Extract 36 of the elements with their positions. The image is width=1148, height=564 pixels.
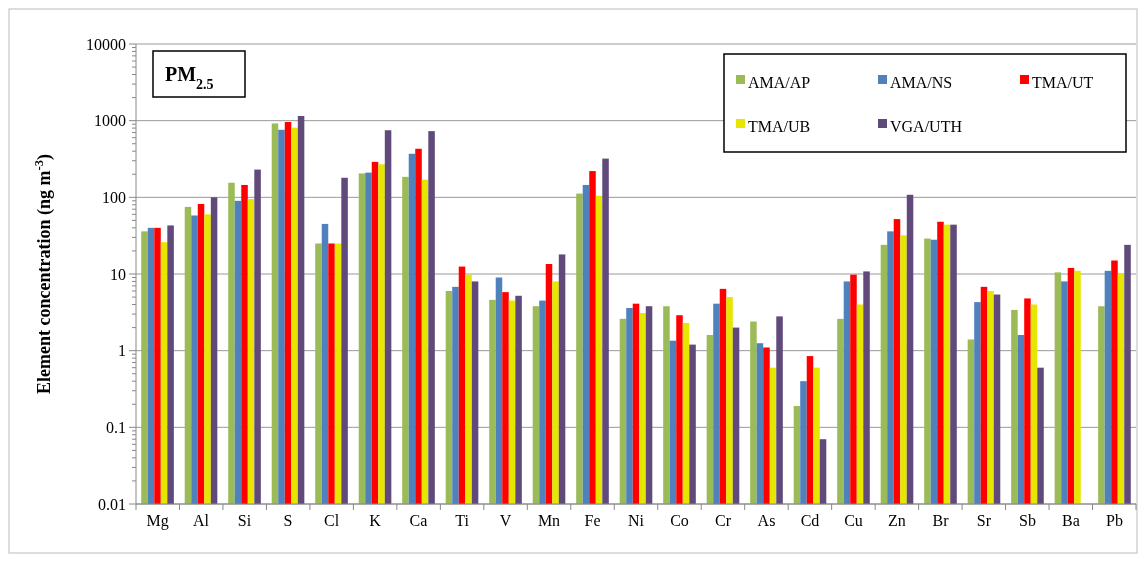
x-tick-label: As <box>757 512 776 529</box>
x-tick-label: Cu <box>844 512 863 529</box>
x-tick-label: Sr <box>976 512 992 529</box>
x-tick-label: Sb <box>1019 512 1036 529</box>
legend-label: TMA/UB <box>748 117 811 135</box>
legend-label: VGA/UTH <box>890 117 963 135</box>
x-tick-label: Ni <box>628 512 645 529</box>
x-tick-label: Br <box>932 512 950 529</box>
x-tick-label: Ca <box>409 512 428 529</box>
x-tick-label: Al <box>193 512 210 529</box>
x-tick-label: S <box>283 512 293 529</box>
y-tick-label: 10 <box>110 265 126 283</box>
y-tick-label: 10000 <box>86 35 126 53</box>
x-tick-label: Pb <box>1106 512 1123 529</box>
x-tick-label: Cd <box>800 512 820 529</box>
x-tick-label: Ba <box>1062 512 1080 529</box>
x-tick-label: V <box>499 512 512 529</box>
text: PM$_{2.5}$ <box>165 63 214 92</box>
legend-label: AMA/NS <box>890 73 953 91</box>
x-tick-label: Si <box>237 512 252 529</box>
x-tick-label: Mn <box>537 512 561 529</box>
legend-label: TMA/UT <box>1032 73 1094 91</box>
y-tick-label: 1 <box>118 342 126 360</box>
x-tick-label: Cl <box>323 512 340 529</box>
x-tick-label: Fe <box>584 512 601 529</box>
x-tick-label: Cr <box>714 512 732 529</box>
y-tick-label: 0.1 <box>106 418 126 436</box>
x-tick-label: Mg <box>146 512 169 530</box>
legend-label: AMA/AP <box>748 73 811 91</box>
x-tick-label: K <box>369 512 382 529</box>
y-tick-label: 0.01 <box>98 495 126 513</box>
x-tick-label: Co <box>670 512 689 529</box>
y-tick-label: 100 <box>102 188 126 206</box>
x-tick-label: Ti <box>455 512 470 529</box>
x-tick-label: Zn <box>888 512 906 529</box>
y-tick-label: 1000 <box>94 112 126 130</box>
